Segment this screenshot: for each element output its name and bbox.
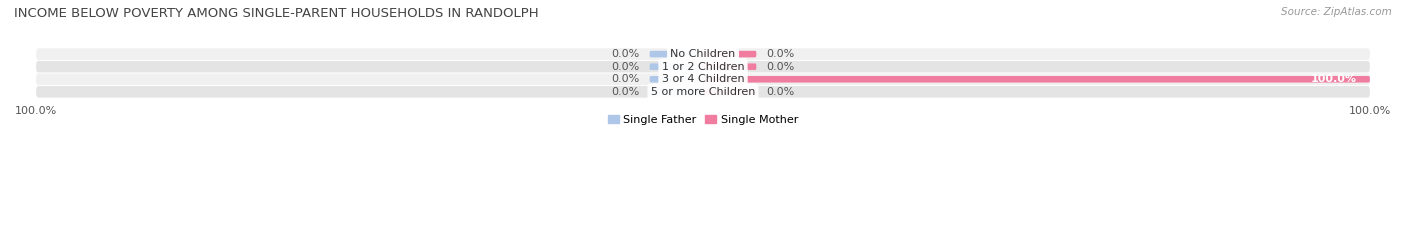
Text: 0.0%: 0.0% <box>612 62 640 72</box>
Text: 0.0%: 0.0% <box>612 74 640 84</box>
Text: INCOME BELOW POVERTY AMONG SINGLE-PARENT HOUSEHOLDS IN RANDOLPH: INCOME BELOW POVERTY AMONG SINGLE-PARENT… <box>14 7 538 20</box>
Text: 0.0%: 0.0% <box>612 87 640 97</box>
FancyBboxPatch shape <box>650 76 703 82</box>
FancyBboxPatch shape <box>703 51 756 57</box>
FancyBboxPatch shape <box>650 51 703 57</box>
FancyBboxPatch shape <box>37 86 1369 98</box>
FancyBboxPatch shape <box>37 48 1369 60</box>
FancyBboxPatch shape <box>703 63 756 70</box>
FancyBboxPatch shape <box>703 76 1369 82</box>
Legend: Single Father, Single Mother: Single Father, Single Mother <box>603 110 803 130</box>
Text: 0.0%: 0.0% <box>766 62 794 72</box>
Text: Source: ZipAtlas.com: Source: ZipAtlas.com <box>1281 7 1392 17</box>
FancyBboxPatch shape <box>650 63 703 70</box>
FancyBboxPatch shape <box>37 73 1369 85</box>
FancyBboxPatch shape <box>650 89 703 95</box>
Text: 0.0%: 0.0% <box>766 49 794 59</box>
Text: 0.0%: 0.0% <box>766 87 794 97</box>
Text: 5 or more Children: 5 or more Children <box>651 87 755 97</box>
FancyBboxPatch shape <box>703 89 756 95</box>
FancyBboxPatch shape <box>37 61 1369 72</box>
Text: 0.0%: 0.0% <box>612 49 640 59</box>
Text: 3 or 4 Children: 3 or 4 Children <box>662 74 744 84</box>
Text: 100.0%: 100.0% <box>1310 74 1357 84</box>
Text: 1 or 2 Children: 1 or 2 Children <box>662 62 744 72</box>
Text: No Children: No Children <box>671 49 735 59</box>
